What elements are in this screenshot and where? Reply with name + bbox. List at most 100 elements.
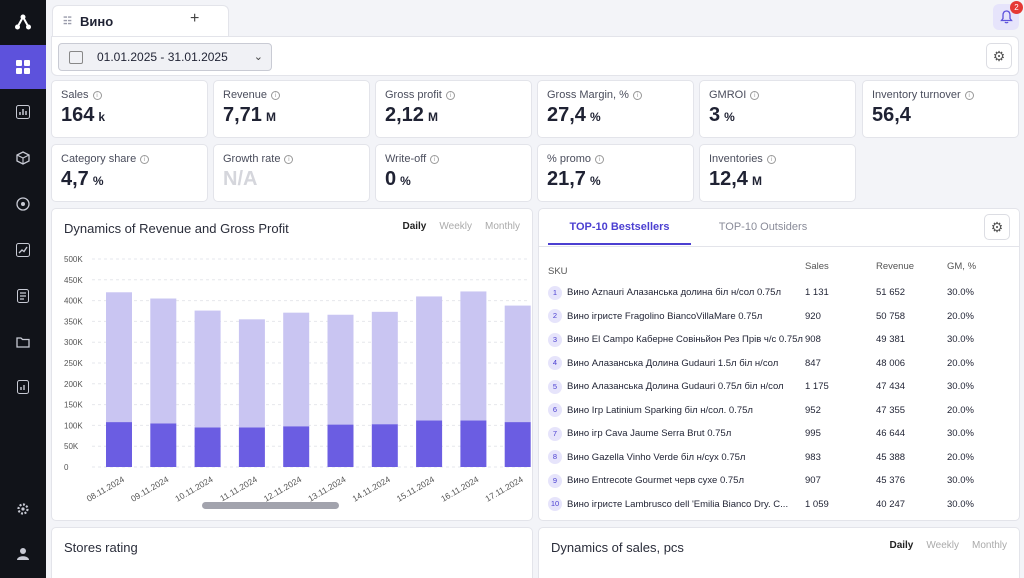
table-row[interactable]: 4 Вино Алазанська Долина Gudauri 1.5л біл… (548, 352, 1018, 376)
revenue-cell: 45 388 (876, 451, 906, 463)
sku-cell: 1 Вино Aznauri Алазанська долина біл н/со… (548, 285, 805, 300)
info-icon[interactable]: i (271, 90, 281, 100)
sku-name: Вино Gazella Vinho Verde біл н/сух 0.75л (567, 451, 746, 463)
period-monthly[interactable]: Monthly (971, 540, 1007, 551)
info-icon[interactable]: i (750, 90, 760, 100)
table-row[interactable]: 1 Вино Aznauri Алазанська долина біл н/со… (548, 281, 1018, 305)
rank-badge: 4 (548, 356, 562, 371)
kpi-label: Inventory turnover (872, 89, 961, 101)
sales-cell: 1 059 (805, 498, 829, 510)
y-tick-label: 150K (64, 401, 83, 410)
info-icon[interactable]: i (595, 154, 605, 164)
sales-cell: 920 (805, 310, 821, 322)
period-daily[interactable]: Daily (889, 540, 914, 551)
gm-cell: 30.0% (947, 334, 974, 346)
period-weekly[interactable]: Weekly (439, 221, 472, 232)
rank-badge: 6 (548, 403, 562, 418)
table-row[interactable]: 5 Вино Алазанська Долина Gudauri 0.75л бі… (548, 375, 1018, 399)
info-icon[interactable]: i (430, 154, 440, 164)
filter-settings-button[interactable]: ⚙ (986, 43, 1012, 69)
sidebar-item-reports[interactable] (0, 90, 46, 134)
revenue-cell: 46 644 (876, 428, 906, 440)
date-range-picker[interactable]: 01.01.2025 - 31.01.2025 ⌄ (58, 43, 272, 71)
rank-badge: 2 (548, 309, 562, 324)
x-tick-label: 15.11.2024 (395, 474, 437, 504)
kpi-unit: % (589, 110, 601, 124)
y-tick-label: 350K (64, 317, 83, 326)
sidebar-item-products[interactable] (0, 136, 46, 180)
sku-name: Вино Алазанська Долина Gudauri 0.75л біл… (567, 381, 784, 393)
tab-top10-bestsellers[interactable]: TOP-10 Bestsellers (548, 209, 691, 245)
sidebar-item-documents[interactable] (0, 274, 46, 318)
kpi-sales: Sales i 164 k (51, 80, 208, 138)
sidebar-item-folders[interactable] (0, 320, 46, 364)
logo-icon[interactable] (0, 0, 46, 44)
kpi-label: Category share (61, 153, 137, 165)
period-daily[interactable]: Daily (402, 221, 427, 232)
kpi-value: 27,4 (547, 104, 586, 126)
document-icon (17, 289, 29, 303)
revenue-cell: 47 355 (876, 404, 906, 416)
info-icon[interactable]: i (284, 154, 294, 164)
sku-name: Вино ігристе Fragolino BiancoVillaMare 0… (567, 310, 763, 322)
table-row[interactable]: 8 Вино Gazella Vinho Verde біл н/сух 0.75… (548, 446, 1018, 470)
rank-badge: 3 (548, 332, 562, 347)
bar-segment (371, 311, 398, 425)
sku-cell: 10 Вино ігристе Lambrusco dell 'Emilia Bi… (548, 497, 805, 512)
col-sku[interactable]: SKU (548, 265, 568, 277)
table-row[interactable]: 6 Вино Ігр Latinium Sparking біл н/сол. 0… (548, 399, 1018, 423)
table-row[interactable]: 7 Вино ігр Cava Jaume Serra Brut 0.75л 995… (548, 422, 1018, 446)
sidebar-item-dashboard[interactable] (0, 45, 46, 89)
gear-icon (17, 503, 29, 515)
sidebar-item-targets[interactable] (0, 182, 46, 226)
period-monthly[interactable]: Monthly (484, 221, 520, 232)
info-icon[interactable]: i (632, 90, 642, 100)
bar-segment (238, 319, 265, 428)
sales-cell: 983 (805, 451, 821, 463)
add-tab-button[interactable]: + (190, 10, 200, 27)
col-sales[interactable]: Sales (805, 261, 829, 272)
bar-segment (150, 423, 177, 467)
info-icon[interactable]: i (92, 90, 102, 100)
kpi-value: 7,71 (223, 104, 262, 126)
chevron-down-icon: ⌄ (253, 51, 263, 63)
tab-top10-outsiders[interactable]: TOP-10 Outsiders (718, 221, 808, 233)
revenue-cell: 40 247 (876, 498, 906, 510)
table-row[interactable]: 2 Вино ігристе Fragolino BiancoVillaMare … (548, 305, 1018, 329)
kpi-value: N/A (223, 168, 258, 190)
bar-segment (106, 292, 132, 423)
chart-scrollbar-thumb[interactable] (202, 502, 339, 509)
period-weekly[interactable]: Weekly (926, 540, 959, 551)
kpi-value: 12,4 (709, 168, 748, 190)
sidebar-item-profile[interactable] (0, 532, 46, 576)
gear-icon: ⚙ (992, 47, 1006, 64)
bar-segment (194, 310, 221, 428)
sidebar-item-statistics[interactable] (0, 365, 46, 409)
table-settings-button[interactable]: ⚙ (984, 214, 1010, 240)
tab-wine[interactable]: ☷ Вино (52, 5, 229, 36)
kpi-category-share: Category share i 4,7% (51, 144, 208, 202)
sidebar-item-settings[interactable] (0, 487, 46, 531)
kpi-promo: % promo i 21,7% (537, 144, 694, 202)
kpi-inventories: Inventories i 12,4 M (699, 144, 856, 202)
bar-segment (327, 424, 354, 467)
table-row[interactable]: 10 Вино ігристе Lambrusco dell 'Emilia Bi… (548, 493, 1018, 517)
rank-badge: 9 (548, 473, 562, 488)
folder-icon (16, 337, 30, 348)
sidebar-item-analytics[interactable] (0, 228, 46, 272)
info-icon[interactable]: i (140, 154, 150, 164)
chart-title: Dynamics of Revenue and Gross Profit (64, 221, 289, 236)
info-icon[interactable]: i (964, 90, 974, 100)
col-revenue[interactable]: Revenue (876, 261, 915, 272)
stores-title: Stores rating (64, 540, 138, 555)
sales-cell: 908 (805, 334, 821, 346)
notifications-button[interactable]: 2 (993, 1, 1023, 30)
col-gm[interactable]: GM, % (947, 261, 977, 272)
table-row[interactable]: 9 Вино Entrecote Gourmet черв сухе 0.75л 9… (548, 469, 1018, 493)
sku-name: Вино Entrecote Gourmet черв сухе 0.75л (567, 475, 745, 487)
info-icon[interactable]: i (445, 90, 455, 100)
sales-cell: 847 (805, 357, 821, 369)
bestsellers-table: SKU Sales Revenue GM, % 1 Вино Aznauri Ал… (548, 261, 1018, 516)
table-row[interactable]: 3 Вино El Campo Каберне Совіньйон Рез Прі… (548, 328, 1018, 352)
info-icon[interactable]: i (766, 154, 776, 164)
